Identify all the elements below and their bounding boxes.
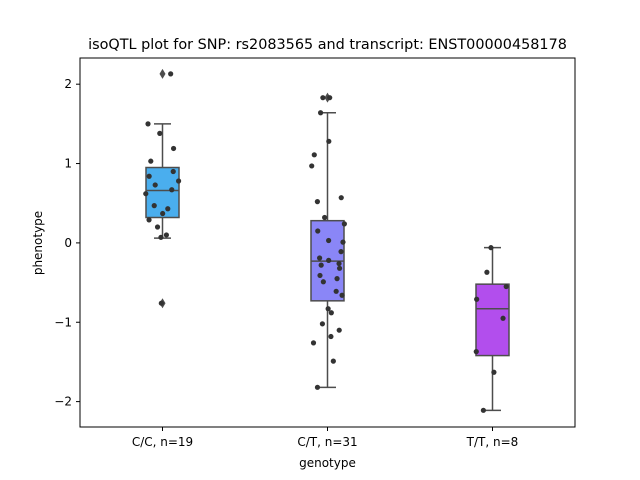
data-point [341,221,347,227]
y-tick-label: −1 [54,315,72,329]
data-point [319,321,326,327]
axes: 2 1 0 −1 −2 C/C, n=19 C/T, n=31 T/T, n=8 [54,77,518,449]
data-point [320,279,326,285]
data-point [500,315,506,321]
data-point [158,300,164,306]
data-point [328,333,334,340]
x-tick-label: C/C, n=19 [132,435,193,449]
data-point [488,245,494,251]
data-point [152,182,158,188]
data-point [309,163,315,169]
data-point [317,110,324,116]
data-point [311,152,317,158]
data-point [310,340,317,346]
data-point [326,237,332,244]
data-point [338,195,344,201]
data-point [143,191,149,197]
data-point [157,130,163,136]
data-point [314,384,321,390]
data-point [317,272,323,279]
data-point [325,306,331,312]
data-point [160,210,166,217]
data-point [170,168,176,175]
y-axis-label: phenotype [31,211,45,275]
data-point [336,327,342,333]
data-point [158,234,164,240]
outlier-marker [159,68,166,79]
data-point [491,369,497,375]
data-point [146,173,152,179]
data-point [503,283,509,290]
data-point [165,206,171,212]
data-point [336,265,343,271]
data-point [320,95,326,101]
data-point [338,249,344,255]
data-point [175,178,182,184]
data-point [327,95,333,101]
data-point [326,138,332,144]
x-tick-label: T/T, n=8 [466,435,519,449]
data-point [169,187,175,193]
data-point [318,262,324,268]
data-point [480,407,486,413]
data-point [317,255,323,261]
y-tick-label: 1 [64,157,72,171]
data-point [340,239,346,245]
data-point [170,145,177,152]
x-axis-label: genotype [299,456,356,470]
data-point [163,232,170,238]
data-point [328,310,334,316]
x-tick-label: C/T, n=31 [297,435,357,449]
y-tick-label: 0 [64,236,72,250]
data-point [474,296,480,302]
data-point [473,349,479,355]
data-point [148,158,154,164]
box-group [475,246,510,412]
chart-title: isoQTL plot for SNP: rs2083565 and trans… [88,37,567,53]
data-point [336,260,342,267]
data-point [146,217,152,223]
data-point [314,199,321,205]
data-point [315,228,321,234]
data-point [339,292,345,298]
data-point [151,203,157,209]
plot-area [143,68,510,413]
data-point [330,358,336,364]
data-point [333,288,339,294]
y-tick-label: −2 [54,395,72,409]
data-point [168,71,174,77]
data-point [154,224,161,230]
data-point [322,214,328,221]
data-point [484,269,490,275]
data-point [145,121,151,127]
data-point [334,276,340,282]
data-point [326,257,332,263]
y-tick-label: 2 [64,77,72,91]
